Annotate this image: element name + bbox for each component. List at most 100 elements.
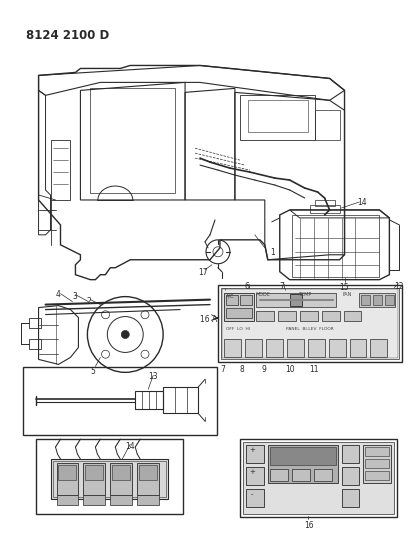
Bar xyxy=(218,285,402,362)
Bar xyxy=(374,295,382,304)
Text: 8: 8 xyxy=(240,366,245,374)
Bar xyxy=(365,471,389,480)
Bar xyxy=(370,340,388,358)
Bar xyxy=(56,495,79,505)
Bar xyxy=(224,340,241,358)
Bar xyxy=(226,295,238,304)
Bar xyxy=(365,459,389,468)
Text: 16 A: 16 A xyxy=(200,314,217,324)
Bar xyxy=(243,442,395,514)
Bar xyxy=(278,311,296,320)
Bar xyxy=(268,445,337,483)
Bar xyxy=(23,367,217,435)
Bar xyxy=(270,447,335,465)
Bar xyxy=(292,215,379,277)
Bar xyxy=(226,308,252,318)
Bar xyxy=(240,295,252,304)
Bar xyxy=(112,465,130,480)
Bar xyxy=(349,340,367,358)
Text: 1: 1 xyxy=(270,248,275,257)
Bar xyxy=(315,200,335,206)
Text: 14: 14 xyxy=(125,442,135,451)
Text: 14: 14 xyxy=(358,198,367,207)
Text: 11: 11 xyxy=(309,366,319,374)
Bar xyxy=(110,495,132,505)
Text: 8124 2100 D: 8124 2100 D xyxy=(25,29,109,42)
Text: 2: 2 xyxy=(86,297,91,305)
Bar xyxy=(360,293,395,306)
Bar xyxy=(139,465,157,480)
Bar xyxy=(246,489,264,507)
Text: 4: 4 xyxy=(55,289,60,298)
Bar xyxy=(300,311,318,320)
Bar xyxy=(270,469,288,481)
Bar xyxy=(266,340,283,358)
Bar xyxy=(245,340,262,358)
Bar xyxy=(290,294,302,305)
Bar xyxy=(53,461,166,497)
Bar xyxy=(344,311,361,320)
Bar xyxy=(85,465,103,480)
Bar xyxy=(328,340,346,358)
Text: PANEL  BI-LEV  FLOOR: PANEL BI-LEV FLOOR xyxy=(286,327,333,330)
Bar xyxy=(36,439,183,514)
Text: 15: 15 xyxy=(339,282,349,292)
Bar xyxy=(314,469,332,481)
Text: TEMP: TEMP xyxy=(298,292,311,297)
Bar xyxy=(246,445,264,463)
Bar xyxy=(58,465,76,480)
Bar xyxy=(221,288,399,359)
Bar xyxy=(287,340,304,358)
Text: 12: 12 xyxy=(395,281,404,290)
Bar xyxy=(321,311,339,320)
Bar xyxy=(163,387,198,413)
Text: +: + xyxy=(249,469,255,475)
Text: 5: 5 xyxy=(90,367,95,376)
Bar xyxy=(361,295,370,304)
Bar xyxy=(110,463,132,495)
Bar xyxy=(90,88,175,193)
Bar xyxy=(308,340,325,358)
Bar xyxy=(137,463,159,495)
Text: 6: 6 xyxy=(245,281,250,290)
Bar xyxy=(248,100,308,132)
Bar xyxy=(51,459,168,499)
Bar xyxy=(135,391,163,409)
Bar xyxy=(224,293,254,320)
Text: 7: 7 xyxy=(220,366,225,374)
Bar xyxy=(83,463,105,495)
Bar xyxy=(56,463,79,495)
Bar xyxy=(256,311,274,320)
Text: 17: 17 xyxy=(198,268,208,277)
Text: 10: 10 xyxy=(285,366,294,374)
Bar xyxy=(309,205,339,213)
Text: +: + xyxy=(249,447,255,453)
Bar xyxy=(342,489,360,507)
Bar xyxy=(342,445,360,463)
Text: 3: 3 xyxy=(72,292,77,301)
Bar xyxy=(222,289,398,358)
Text: 9: 9 xyxy=(262,366,267,374)
Bar xyxy=(292,469,309,481)
Bar xyxy=(240,439,397,517)
Text: 13: 13 xyxy=(148,373,158,381)
Bar xyxy=(365,447,389,456)
Bar xyxy=(29,340,41,350)
Text: A/C: A/C xyxy=(226,294,234,298)
Bar xyxy=(240,95,315,140)
Bar xyxy=(137,495,159,505)
Text: MODE: MODE xyxy=(256,292,271,297)
Text: 7: 7 xyxy=(280,281,285,290)
Bar xyxy=(342,467,360,485)
Bar xyxy=(83,495,105,505)
Bar xyxy=(256,293,335,306)
Text: FAN: FAN xyxy=(342,292,352,297)
Circle shape xyxy=(121,330,129,338)
Text: 16: 16 xyxy=(305,521,314,530)
Text: -: - xyxy=(251,491,253,497)
Bar xyxy=(363,445,391,483)
Text: OFF  LO  HI: OFF LO HI xyxy=(226,327,250,330)
Bar xyxy=(386,295,395,304)
Bar xyxy=(246,467,264,485)
Bar xyxy=(315,110,339,140)
